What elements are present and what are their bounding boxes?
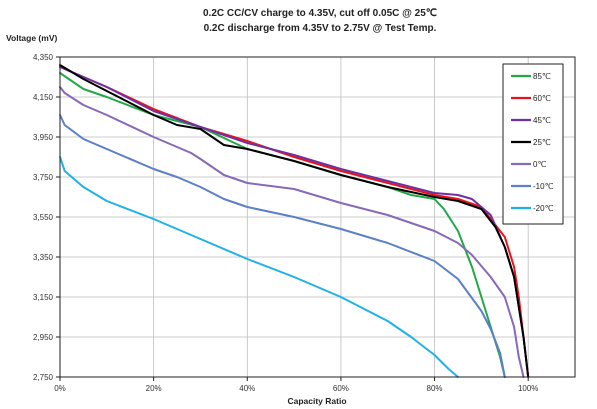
x-tick-label: 60% [333,384,349,393]
series-line-3 [59,64,530,378]
y-tick-label: 4,350 [33,53,54,62]
y-axis-label: Voltage (mV) [6,33,57,43]
x-tick-label: 80% [427,384,443,393]
y-tick-label: 3,350 [33,253,54,262]
legend-label: 60℃ [533,94,551,103]
x-tick-label: 40% [239,384,255,393]
axes: 2,750 2,950 3,150 3,350 3,550 3,750 3,950 4,150… [33,53,576,393]
series-group [59,64,530,378]
legend-label: -10℃ [533,182,554,191]
y-tick-label: 3,550 [33,213,54,222]
x-axis-label: Capacity Ratio [287,396,346,406]
x-tick-label: 0% [54,384,66,393]
y-tick-label: 4,150 [33,93,54,102]
series-line-5 [59,114,506,378]
series-line-4 [59,86,525,378]
legend-label: 25℃ [533,138,551,147]
legend-label: 85℃ [533,72,551,81]
legend-box [502,63,564,225]
legend-label: 45℃ [533,116,551,125]
legend-label: 0℃ [533,160,546,169]
legend-label: -20℃ [533,204,554,213]
y-tick-label: 3,150 [33,293,54,302]
x-tick-label: 100% [518,384,538,393]
chart-subtitle: 0.2C discharge from 4.35V to 2.75V @ Tes… [204,23,437,34]
y-tick-label: 3,950 [33,133,54,142]
y-tick-label: 2,950 [33,333,54,342]
y-tick-label: 2,750 [33,373,54,382]
series-line-6 [59,156,459,378]
y-tick-label: 3,750 [33,173,54,182]
chart-title: 0.2C CC/CV charge to 4.35V, cut off 0.05… [203,8,437,19]
x-tick-label: 20% [146,384,162,393]
legend: 85℃ 60℃ 45℃ 25℃ 0℃ -10℃ -20℃ [502,63,564,225]
